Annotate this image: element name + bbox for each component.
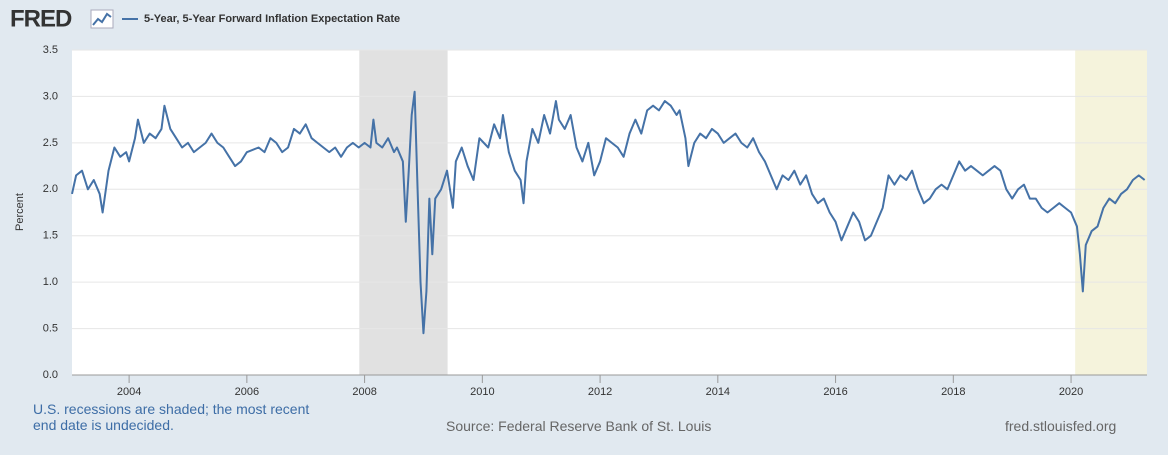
x-tick-label: 2006 (235, 386, 259, 398)
y-tick-label: 3.5 (43, 44, 58, 56)
x-tick-label: 2016 (823, 386, 847, 398)
legend-label: 5-Year, 5-Year Forward Inflation Expecta… (144, 13, 400, 25)
y-tick-label: 2.0 (43, 183, 58, 195)
y-tick-label: 0.5 (43, 322, 58, 334)
x-tick-label: 2008 (352, 386, 376, 398)
data-line (71, 90, 1146, 335)
logo-icon (90, 9, 114, 29)
recession-shade (1075, 50, 1147, 375)
y-tick-label: 1.0 (43, 276, 58, 288)
y-tick-label: 2.5 (43, 137, 58, 149)
x-tick-label: 2010 (470, 386, 494, 398)
logo: FRED (10, 5, 72, 32)
site: fred.stlouisfed.org (1005, 418, 1117, 434)
source: Source: Federal Reserve Bank of St. Loui… (446, 418, 712, 434)
plot-area (72, 50, 1147, 375)
x-tick-label: 2020 (1059, 386, 1083, 398)
y-axis-label: Percent (14, 193, 26, 231)
x-tick-label: 2004 (117, 386, 141, 398)
recession-shade (359, 50, 448, 375)
x-tick-label: 2014 (706, 386, 730, 398)
y-tick-label: 1.5 (43, 230, 58, 242)
footnote: U.S. recessions are shaded; the most rec… (33, 401, 310, 433)
y-tick-label: 3.0 (43, 90, 58, 102)
y-tick-label: 0.0 (43, 369, 58, 381)
x-tick-label: 2012 (588, 386, 612, 398)
x-tick-label: 2018 (941, 386, 965, 398)
